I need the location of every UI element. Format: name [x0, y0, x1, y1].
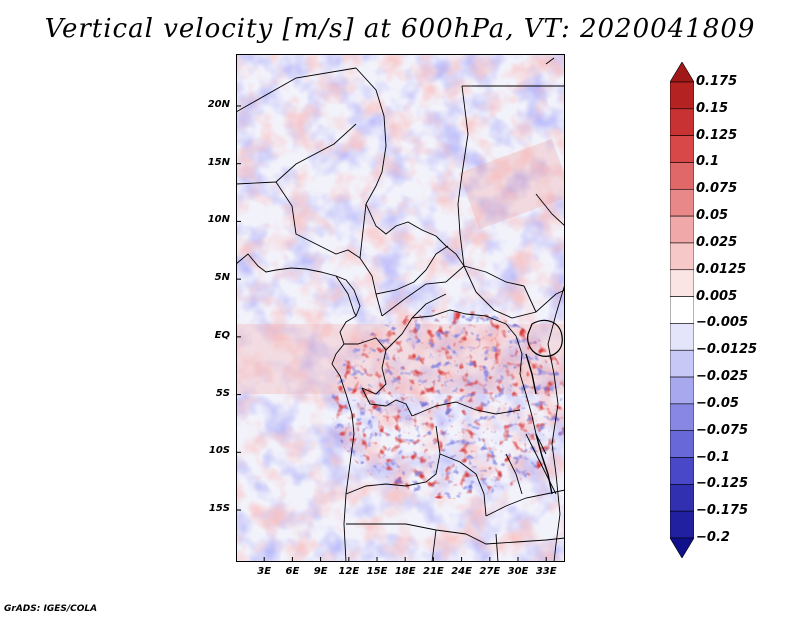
colorbar-label: −0.1	[696, 449, 730, 465]
lat-label: 10N	[207, 214, 230, 226]
colorbar-swatch	[670, 81, 694, 110]
colorbar-swatch	[670, 188, 694, 217]
colorbar-label: −0.05	[696, 395, 739, 411]
colorbar-label: 0.15	[696, 100, 729, 116]
colorbar-label: −0.025	[696, 369, 749, 385]
colorbar-label: −0.2	[696, 530, 730, 545]
colorbar-label: −0.0125	[696, 342, 758, 358]
country-borders	[236, 57, 565, 562]
colorbar-label: 0.005	[696, 288, 738, 304]
colorbar-swatch	[670, 135, 694, 163]
lon-label: 12E	[338, 566, 360, 577]
colorbar-swatch	[670, 430, 694, 458]
colorbar-swatch	[670, 537, 694, 558]
lake-outline	[527, 319, 563, 357]
colorbar-label: 0.0125	[696, 261, 747, 277]
colorbar-swatch	[670, 457, 694, 485]
lon-label: 18E	[394, 566, 416, 577]
colorbar-swatch	[670, 162, 694, 190]
lat-label: 15N	[207, 156, 230, 168]
footer-credit: GrADS: IGES/COLA	[4, 604, 98, 614]
lon-label: 6E	[285, 566, 300, 577]
lon-label: 21E	[423, 566, 444, 577]
colorbar-swatch	[670, 484, 694, 512]
colorbar-swatch	[670, 349, 694, 378]
lat-label: 15S	[208, 503, 230, 515]
colorbar-swatch	[670, 296, 694, 324]
colorbar-swatch	[670, 215, 694, 244]
lat-label: 5N	[214, 272, 230, 284]
lon-label: 3E	[257, 566, 272, 577]
colorbar-label: −0.005	[696, 315, 749, 331]
colorbar-label: −0.175	[696, 503, 749, 519]
colorbar	[670, 62, 694, 558]
lon-label: 9E	[313, 566, 328, 577]
chart-title: Vertical velocity [m/s] at 600hPa, VT: 2…	[44, 14, 756, 44]
map-frame	[236, 54, 565, 562]
colorbar-label: −0.125	[696, 476, 749, 492]
colorbar-label: 0.1	[696, 154, 720, 170]
lat-label: 10S	[208, 445, 230, 457]
lon-label: 27E	[479, 566, 501, 577]
colorbar-label: 0.075	[696, 181, 738, 197]
colorbar-label: −0.075	[696, 422, 749, 438]
colorbar-swatch	[670, 242, 694, 271]
colorbar-swatch	[670, 403, 694, 432]
colorbar-swatch	[670, 269, 694, 297]
lon-label: 30E	[507, 566, 529, 577]
lon-label: 15E	[366, 566, 388, 577]
map-ticks	[236, 105, 547, 562]
colorbar-swatch	[670, 62, 694, 83]
lat-label: 20N	[207, 98, 230, 110]
lat-label: EQ	[214, 329, 230, 341]
lon-label: 24E	[451, 566, 472, 577]
lat-label: 5S	[215, 387, 230, 399]
colorbar-label: 0.175	[696, 74, 738, 89]
colorbar-swatch	[670, 108, 694, 136]
field-north-red-band	[458, 139, 565, 230]
colorbar-swatch	[670, 323, 694, 351]
colorbar-swatch	[670, 376, 694, 405]
map-panel	[236, 54, 565, 562]
colorbar-label: 0.025	[696, 234, 738, 250]
colorbar-label: 0.05	[696, 208, 729, 224]
colorbar-label: 0.125	[696, 127, 738, 143]
colorbar-swatch	[670, 510, 694, 539]
lon-label: 33E	[535, 566, 557, 577]
